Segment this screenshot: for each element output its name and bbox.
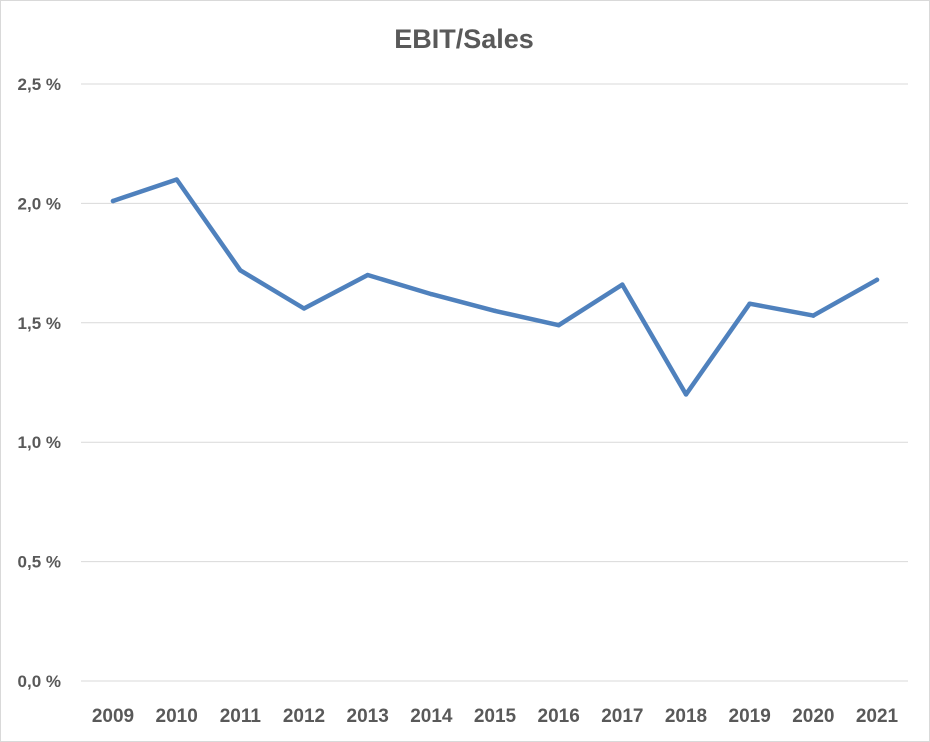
x-tick-label: 2010 [156,706,198,727]
x-tick-label: 2020 [792,706,834,727]
data-point [811,313,816,318]
x-tick-label: 2011 [220,706,262,727]
y-tick-label: 2,0 % [18,194,61,213]
data-point [556,322,561,328]
y-tick-label: 0,5 % [18,553,61,572]
chart-title: EBIT/Sales [394,24,534,54]
x-tick-label: 2013 [347,706,389,727]
series-layer [110,177,880,397]
y-tick-label: 1,0 % [18,433,61,452]
data-point [174,177,179,182]
x-tick-label: 2015 [474,706,517,727]
y-tick-label: 1,5 % [18,314,61,333]
x-tick-label: 2017 [601,706,643,727]
x-tick-label: 2018 [665,706,707,727]
x-tick-label: 2009 [92,706,134,727]
x-axis-tick-labels: 2009 2010 2011 2012 2013 2014 2015 2016 2017 2018… [92,706,899,727]
data-point [429,291,434,297]
data-point [365,272,370,278]
data-point [238,268,243,273]
data-point [492,308,498,314]
data-point [110,198,116,204]
x-tick-label: 2021 [856,706,899,727]
x-tick-label: 2014 [410,706,453,727]
data-point [683,392,689,397]
y-axis-tick-labels: 0,0 % 0,5 % 1,0 % 1,5 % 2,0 % 2,5 % [18,75,61,691]
gridlines [81,83,908,682]
x-tick-label: 2012 [283,706,325,727]
data-point [301,306,307,311]
series-line [110,177,880,397]
x-tick-label: 2019 [729,706,771,727]
y-tick-label: 0,0 % [18,672,61,691]
y-tick-label: 2,5 % [18,75,61,94]
x-tick-label: 2016 [538,706,580,727]
data-point [747,301,752,306]
data-point [874,277,880,283]
data-point [620,282,625,287]
